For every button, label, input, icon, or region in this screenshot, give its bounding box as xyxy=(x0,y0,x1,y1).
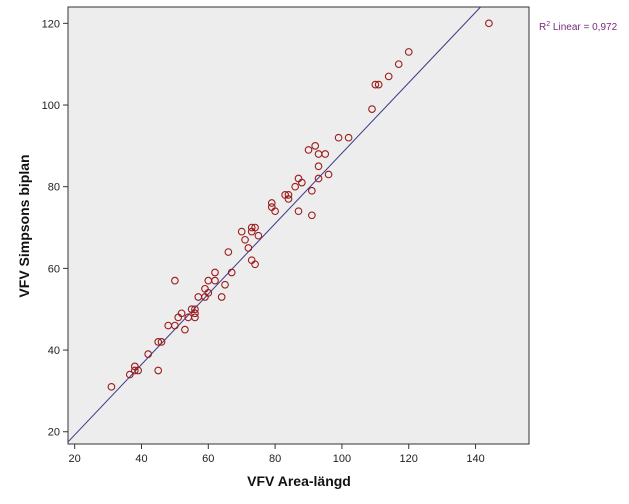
data-point xyxy=(344,133,353,142)
data-point xyxy=(130,362,139,371)
data-point xyxy=(267,199,276,207)
data-point xyxy=(125,370,134,379)
data-point xyxy=(107,382,116,391)
data-point xyxy=(371,80,380,89)
fit-label-suffix: Linear = 0,972 xyxy=(550,22,617,33)
data-point xyxy=(154,338,163,346)
data-point xyxy=(244,244,253,252)
x-tick-label: 40 xyxy=(135,453,147,465)
data-point xyxy=(311,142,320,150)
data-point xyxy=(297,178,306,187)
plot-area xyxy=(67,6,530,445)
data-point xyxy=(227,268,236,277)
data-point xyxy=(204,289,213,297)
fit-label-prefix: R xyxy=(539,22,546,33)
data-point xyxy=(221,280,229,289)
data-point xyxy=(314,174,323,183)
data-point xyxy=(144,350,153,358)
data-point xyxy=(384,72,393,81)
data-point xyxy=(211,268,219,277)
data-point xyxy=(485,19,493,28)
x-tick-label: 100 xyxy=(333,453,351,465)
data-point xyxy=(191,309,199,318)
data-point xyxy=(394,60,403,69)
data-point xyxy=(181,325,189,334)
data-point xyxy=(368,105,376,113)
data-point xyxy=(284,195,293,203)
data-point xyxy=(157,338,166,346)
data-point xyxy=(130,366,139,375)
fit-label-superscript: 2 xyxy=(546,21,550,28)
y-axis-title: VFV Simpsons biplan xyxy=(16,154,32,297)
y-tick-label: 40 xyxy=(48,345,60,357)
data-point xyxy=(304,146,313,154)
x-axis-title: VFV Area-längd xyxy=(247,473,351,489)
data-point xyxy=(254,231,263,240)
data-point xyxy=(237,227,246,236)
data-point xyxy=(251,223,259,232)
data-point xyxy=(308,186,316,195)
data-point xyxy=(284,191,293,199)
data-point xyxy=(314,162,323,171)
data-point xyxy=(271,207,279,216)
x-axis: 20 40 60 80 100 120 140 xyxy=(69,444,485,465)
data-point xyxy=(291,182,300,191)
data-point xyxy=(224,248,233,256)
data-point xyxy=(404,48,413,56)
data-point xyxy=(177,309,186,318)
x-tick-label: 60 xyxy=(202,453,214,465)
x-tick-label: 20 xyxy=(69,453,81,465)
fit-line-label: R2 Linear = 0,972 xyxy=(539,21,618,33)
y-tick-label: 120 xyxy=(42,18,60,30)
x-tick-label: 120 xyxy=(400,453,418,465)
data-point xyxy=(171,321,179,330)
data-point xyxy=(374,80,383,89)
data-point xyxy=(321,150,330,158)
y-axis: 20 40 60 80 100 120 xyxy=(42,18,68,439)
data-point xyxy=(154,366,163,375)
x-tick-label: 140 xyxy=(466,453,484,465)
data-point xyxy=(324,170,333,179)
data-point xyxy=(191,305,199,314)
data-point xyxy=(308,211,316,220)
data-point xyxy=(241,235,249,244)
data-points xyxy=(107,19,493,391)
y-tick-label: 20 xyxy=(48,427,60,439)
data-point xyxy=(251,260,259,269)
data-point xyxy=(247,223,256,232)
data-point xyxy=(191,313,199,322)
data-point xyxy=(211,276,219,285)
x-tick-label: 80 xyxy=(269,453,281,465)
data-point xyxy=(294,207,303,216)
y-tick-label: 100 xyxy=(42,100,60,112)
data-point xyxy=(171,276,179,285)
data-point xyxy=(334,133,343,142)
y-tick-label: 60 xyxy=(48,263,60,275)
data-point xyxy=(217,293,226,301)
y-tick-label: 80 xyxy=(48,182,60,194)
